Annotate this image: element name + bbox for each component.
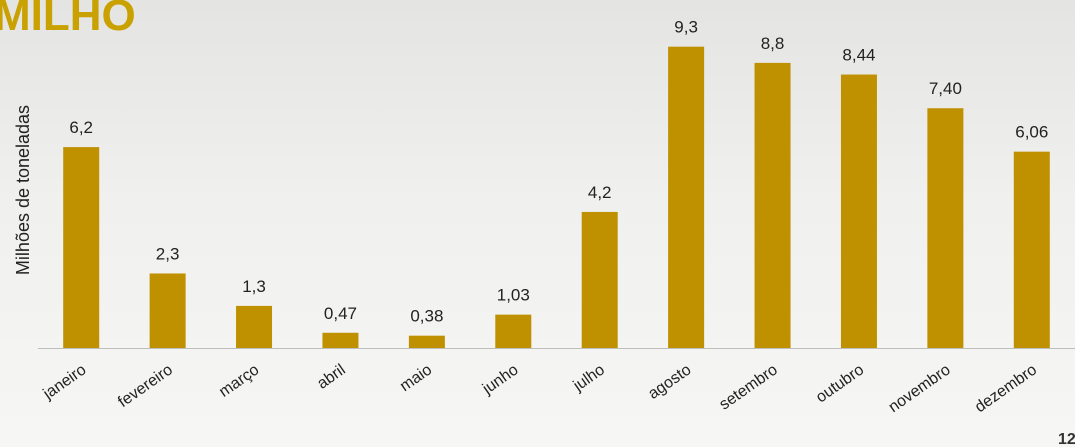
bar [236,305,273,348]
page-number: 12 [1058,431,1075,447]
bar [581,211,618,348]
value-label: 2,3 [156,244,180,263]
bar [149,273,186,348]
bar [927,108,964,349]
value-label: 1,03 [497,286,530,305]
bar [754,62,791,348]
chart-title: MILHO [0,0,136,40]
y-axis-label: Milhões de toneladas [13,105,33,275]
bar [840,74,877,348]
value-label: 0,38 [410,307,443,326]
bar [668,46,705,349]
value-label: 4,2 [588,183,612,202]
bar [495,314,532,348]
bar [63,147,100,348]
value-label: 8,44 [842,46,875,65]
value-label: 9,3 [674,18,698,37]
bar [1013,151,1050,348]
value-label: 0,47 [324,304,357,323]
value-label: 6,2 [69,118,93,137]
value-label: 6,06 [1015,123,1048,142]
value-label: 1,3 [242,277,266,296]
value-label: 8,8 [761,34,785,53]
bar [322,332,359,348]
bar [408,335,445,348]
value-label: 7,40 [929,79,962,98]
